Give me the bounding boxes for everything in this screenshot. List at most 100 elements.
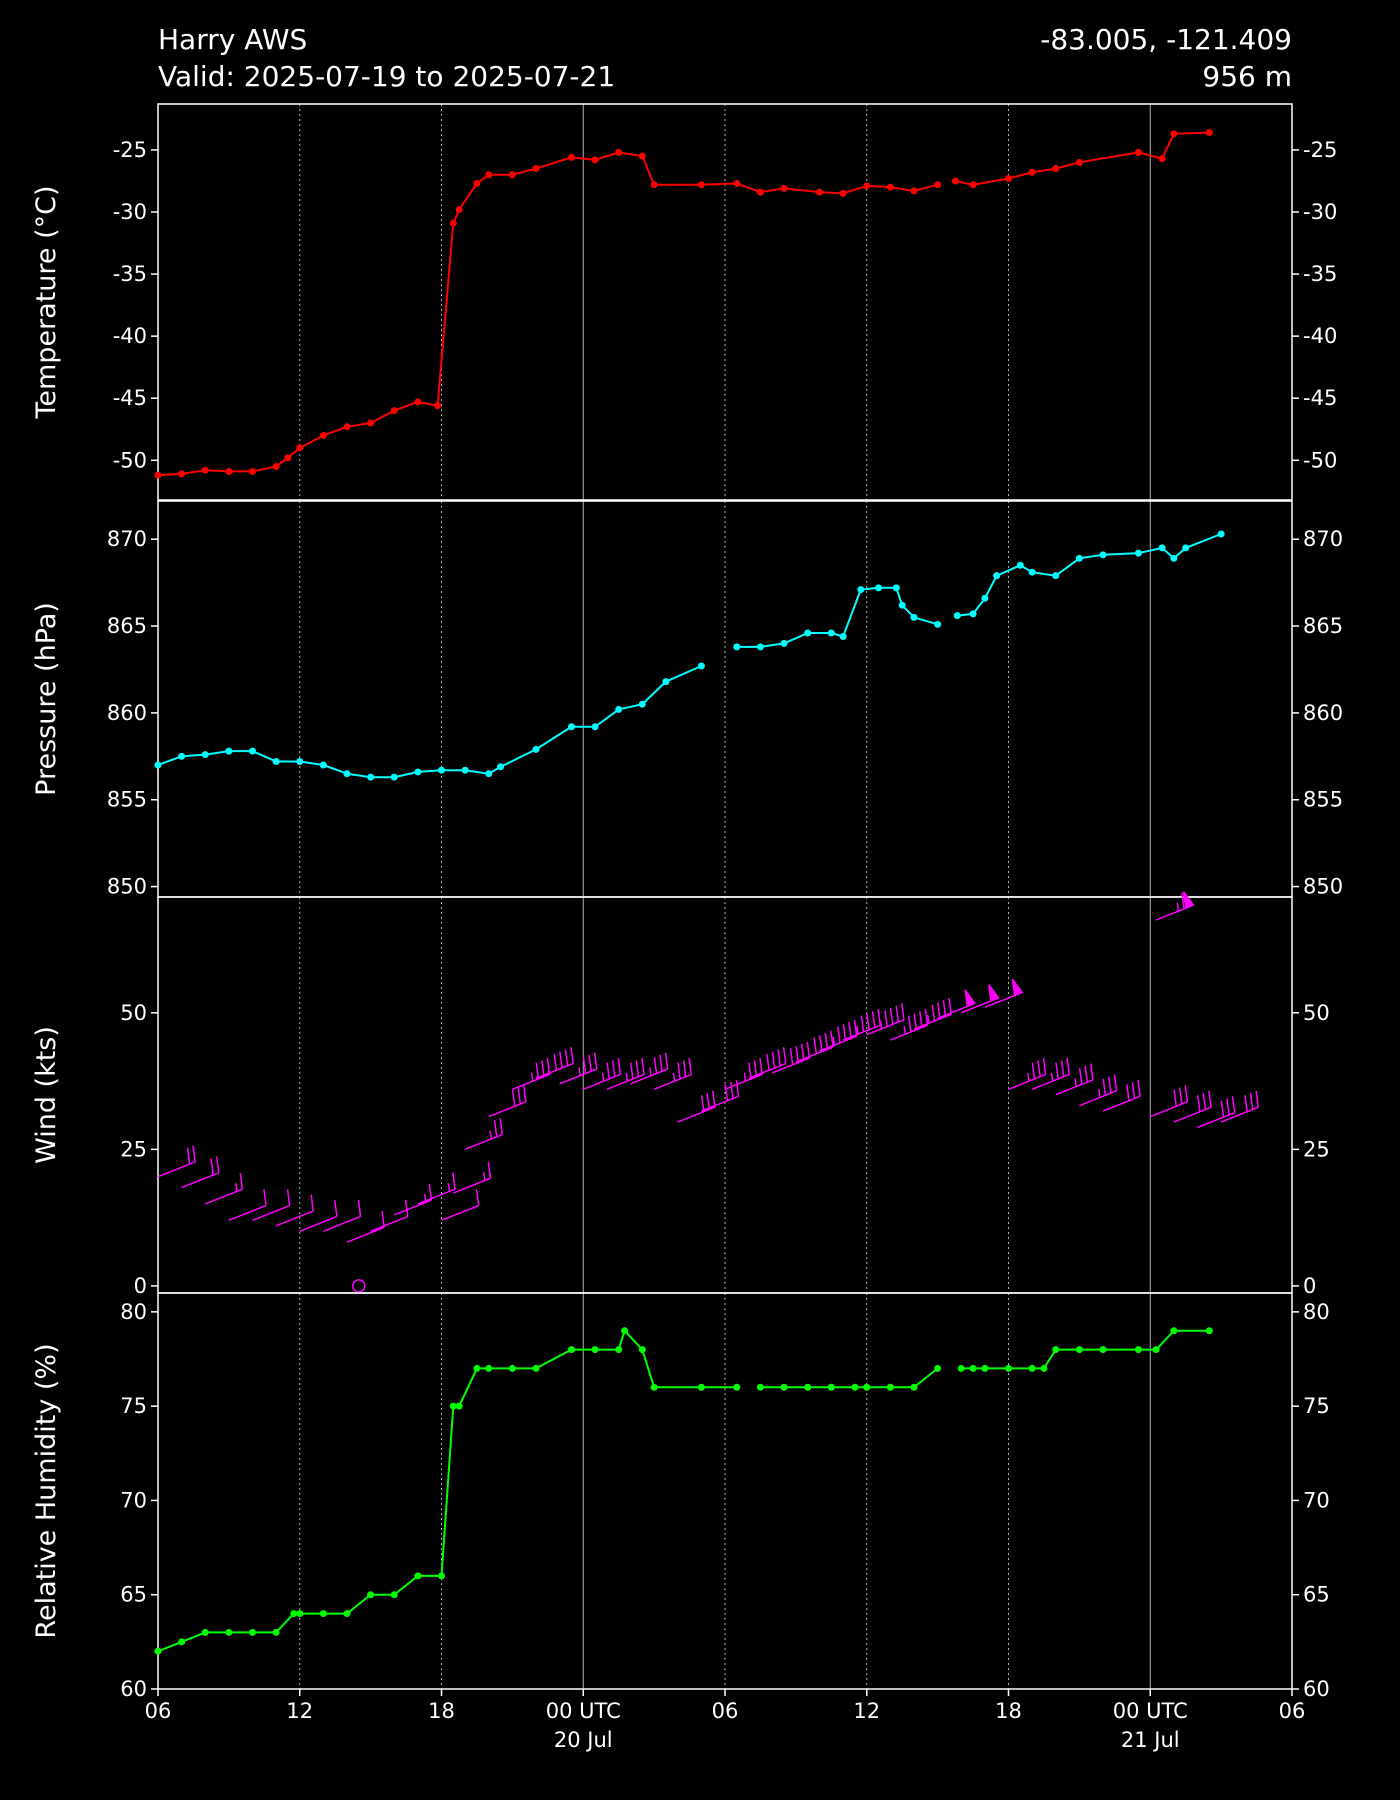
y-tick-label: -30: [113, 200, 147, 224]
data-point: [892, 584, 900, 592]
y-tick-label: 70: [1303, 1488, 1330, 1512]
wind-barb: [352, 1279, 366, 1293]
wind-barb: [1031, 1058, 1071, 1090]
data-point: [591, 156, 599, 164]
data-point: [621, 1327, 629, 1335]
wind-barb: [630, 1052, 669, 1085]
y-tick-label: -35: [113, 262, 147, 286]
data-point: [1158, 155, 1166, 163]
data-point: [827, 1383, 835, 1391]
data-point: [1134, 549, 1142, 557]
data-point: [455, 206, 463, 214]
barb-shape: [157, 1145, 196, 1178]
wind-barb: [323, 1200, 362, 1232]
x-tick-label: 18: [995, 1699, 1022, 1723]
barb-shape: [228, 1189, 267, 1222]
data-point: [272, 758, 280, 766]
data-point: [591, 723, 599, 731]
data-point: [934, 1364, 942, 1372]
y-tick-label: 0: [1303, 1274, 1316, 1298]
y-tick-label: -35: [1303, 262, 1337, 286]
wind-barb: [559, 1052, 598, 1085]
data-point: [910, 187, 918, 195]
y-tick-label: 80: [1303, 1300, 1330, 1324]
x-tick-label-line: 06: [145, 1699, 172, 1723]
y-tick-label: 25: [120, 1137, 147, 1161]
data-point: [532, 165, 540, 173]
data-point: [319, 431, 327, 439]
data-point: [650, 1383, 658, 1391]
barb-shape: [441, 1189, 480, 1222]
wind-barb: [1220, 1090, 1260, 1123]
data-point: [319, 761, 327, 769]
wind-barb: [535, 1047, 574, 1080]
data-point: [1158, 544, 1166, 552]
x-tick-label-line: 18: [995, 1699, 1022, 1723]
data-point: [839, 189, 847, 197]
barb-shape: [1197, 1096, 1236, 1129]
y-tick-label: -30: [1303, 200, 1337, 224]
y-tick-label: -40: [113, 324, 147, 348]
data-point: [934, 620, 942, 628]
barb-shape: [512, 1058, 551, 1090]
barb-shape: [937, 989, 976, 1019]
y-tick-label: -45: [1303, 386, 1337, 410]
y-tick-label: 850: [107, 875, 147, 899]
data-point: [898, 601, 906, 609]
barb-shape: [866, 1003, 905, 1036]
data-point: [1016, 561, 1024, 569]
data-point: [697, 662, 705, 670]
data-point: [615, 1346, 623, 1354]
y-tick-label: 65: [120, 1583, 147, 1607]
data-point: [969, 1364, 977, 1372]
barb-shape: [677, 1090, 716, 1123]
wind-barb: [1055, 1063, 1094, 1096]
barb-shape: [984, 978, 1024, 1009]
data-point: [567, 1346, 575, 1354]
y-axis-label: Pressure (hPa): [31, 602, 62, 796]
wind-barb: [1102, 1079, 1141, 1112]
wind-barb: [417, 1172, 456, 1205]
data-point: [296, 444, 304, 452]
data-point: [1052, 165, 1060, 173]
data-point: [756, 188, 764, 196]
data-point: [886, 183, 894, 191]
barb-shape: [181, 1156, 220, 1189]
data-point: [1075, 1346, 1083, 1354]
data-point: [485, 171, 493, 179]
data-point: [1028, 568, 1036, 576]
barb-shape: [913, 997, 952, 1030]
y-tick-label: 0: [134, 1274, 147, 1298]
barb-shape: [346, 1210, 385, 1243]
barb-shape: [559, 1052, 598, 1085]
wind-barb: [960, 984, 1000, 1014]
barb-shape: [1008, 1058, 1047, 1090]
y-tick-label: 75: [1303, 1394, 1330, 1418]
data-point: [638, 1346, 646, 1354]
barb-shape: [630, 1052, 669, 1085]
y-tick-label: 865: [107, 614, 147, 638]
data-point: [272, 1628, 280, 1636]
data-point: [662, 678, 670, 686]
data-point: [733, 643, 741, 651]
data-point: [863, 182, 871, 190]
barb-shape: [488, 1085, 527, 1118]
wind-barb: [1079, 1074, 1118, 1107]
data-point: [1028, 168, 1036, 176]
data-point: [697, 1383, 705, 1391]
wind-barb: [1149, 1085, 1189, 1118]
barb-shape: [890, 1008, 929, 1041]
data-point: [567, 153, 575, 161]
barb-shape: [842, 1008, 882, 1041]
data-point: [367, 773, 375, 781]
data-point: [343, 1610, 351, 1618]
y-tick-label: -50: [113, 448, 147, 472]
data-point: [461, 766, 469, 774]
data-point: [733, 179, 741, 187]
y-tick-label: 870: [1303, 527, 1343, 551]
wind-barb: [984, 978, 1024, 1009]
data-point: [733, 1383, 741, 1391]
barb-shape: [1102, 1079, 1141, 1112]
barb-shape: [417, 1172, 456, 1205]
data-point: [473, 179, 481, 187]
